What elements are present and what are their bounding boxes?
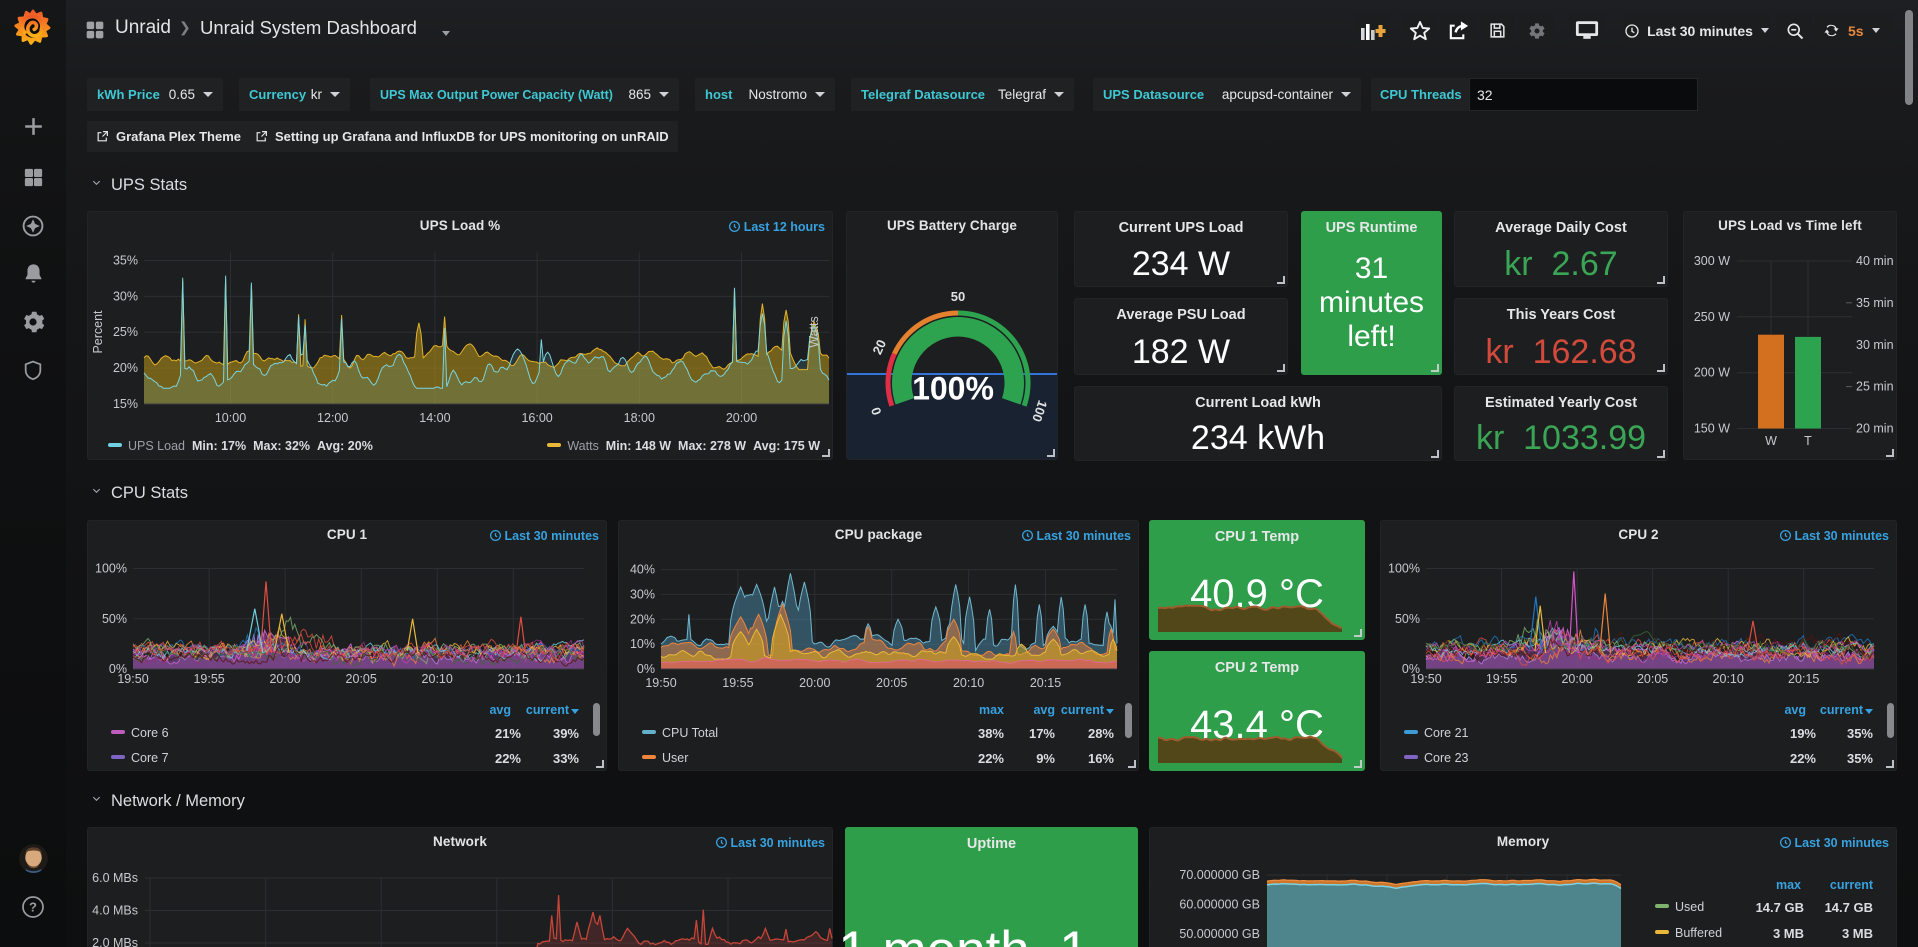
svg-text:20%: 20% <box>113 361 138 375</box>
svg-text:20:15: 20:15 <box>1788 672 1819 686</box>
svg-text:12:00: 12:00 <box>317 411 348 425</box>
svg-text:20:10: 20:10 <box>1713 672 1744 686</box>
svg-text:20:10: 20:10 <box>953 676 984 690</box>
svg-text:20:15: 20:15 <box>1030 676 1061 690</box>
svg-text:0%: 0% <box>637 662 655 676</box>
svg-text:19:55: 19:55 <box>1486 672 1517 686</box>
svg-text:2.0 MBs: 2.0 MBs <box>92 936 138 947</box>
svg-text:20%: 20% <box>630 612 655 626</box>
svg-text:25 min: 25 min <box>1856 380 1894 394</box>
svg-text:35%: 35% <box>113 254 138 268</box>
svg-text:100%: 100% <box>95 562 127 576</box>
svg-text:19:50: 19:50 <box>645 676 676 690</box>
svg-text:4.0 MBs: 4.0 MBs <box>92 904 138 918</box>
svg-text:19:50: 19:50 <box>117 672 148 686</box>
svg-text:20:00: 20:00 <box>1561 672 1592 686</box>
svg-text:19:50: 19:50 <box>1410 672 1441 686</box>
svg-text:19:55: 19:55 <box>193 672 224 686</box>
svg-text:30%: 30% <box>630 587 655 601</box>
svg-text:0%: 0% <box>109 662 127 676</box>
svg-text:50%: 50% <box>1395 612 1420 626</box>
svg-text:100%: 100% <box>912 371 994 407</box>
svg-text:100: 100 <box>1029 398 1050 423</box>
svg-text:20:05: 20:05 <box>346 672 377 686</box>
svg-text:10%: 10% <box>630 637 655 651</box>
svg-text:300 W: 300 W <box>1694 254 1730 268</box>
svg-text:16:00: 16:00 <box>521 411 552 425</box>
svg-text:20 min: 20 min <box>1856 422 1894 436</box>
svg-text:Watts: Watts <box>807 316 821 347</box>
svg-text:0: 0 <box>868 405 885 417</box>
svg-text:50.000000 GB: 50.000000 GB <box>1179 927 1260 941</box>
svg-text:250 W: 250 W <box>1694 310 1730 324</box>
svg-text:200 W: 200 W <box>1694 366 1730 380</box>
svg-text:19:55: 19:55 <box>722 676 753 690</box>
svg-text:6.0 MBs: 6.0 MBs <box>92 871 138 885</box>
svg-text:100%: 100% <box>1388 562 1420 576</box>
svg-text:20:05: 20:05 <box>876 676 907 690</box>
svg-text:18:00: 18:00 <box>624 411 655 425</box>
svg-text:35 min: 35 min <box>1856 296 1894 310</box>
svg-text:20:00: 20:00 <box>726 411 757 425</box>
svg-text:W: W <box>1765 434 1777 448</box>
svg-text:50: 50 <box>951 289 965 304</box>
svg-text:0%: 0% <box>1402 662 1420 676</box>
svg-text:60.000000 GB: 60.000000 GB <box>1179 898 1260 912</box>
svg-text:50%: 50% <box>102 612 127 626</box>
svg-text:20:05: 20:05 <box>1637 672 1668 686</box>
svg-text:T: T <box>1804 434 1812 448</box>
svg-text:25%: 25% <box>113 325 138 339</box>
svg-text:14:00: 14:00 <box>419 411 450 425</box>
svg-text:Percent: Percent <box>91 310 105 354</box>
svg-text:20:00: 20:00 <box>799 676 830 690</box>
svg-text:40%: 40% <box>630 563 655 577</box>
svg-text:20:15: 20:15 <box>498 672 529 686</box>
svg-text:20:10: 20:10 <box>422 672 453 686</box>
svg-text:10:00: 10:00 <box>215 411 246 425</box>
svg-text:70.000000 GB: 70.000000 GB <box>1179 868 1260 882</box>
svg-text:150 W: 150 W <box>1694 422 1730 436</box>
svg-text:30 min: 30 min <box>1856 338 1894 352</box>
svg-text:?: ? <box>29 900 37 915</box>
svg-text:20:00: 20:00 <box>269 672 300 686</box>
svg-text:40 min: 40 min <box>1856 254 1894 268</box>
svg-text:20: 20 <box>869 337 889 356</box>
svg-text:30%: 30% <box>113 289 138 303</box>
svg-text:15%: 15% <box>113 397 138 411</box>
